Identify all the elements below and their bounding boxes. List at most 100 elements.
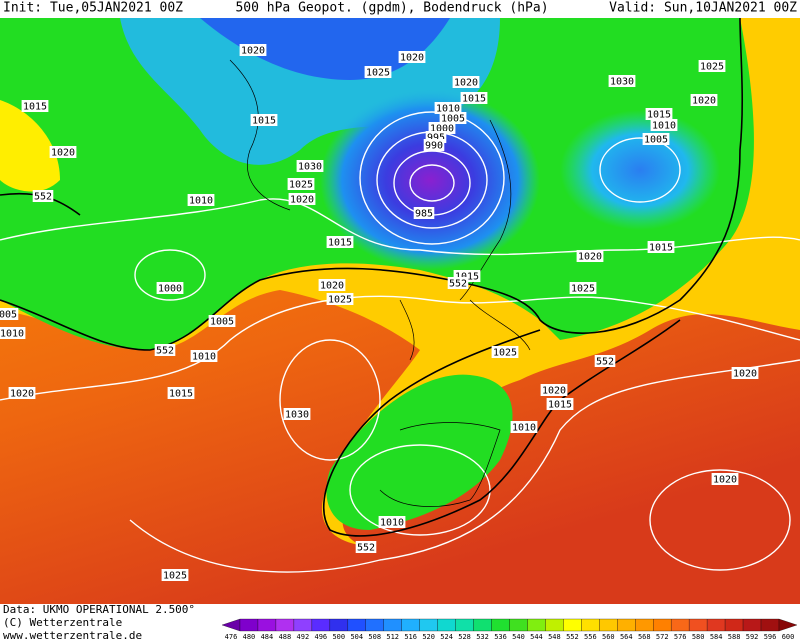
colorbar-swatch — [419, 618, 438, 632]
label-box — [452, 76, 480, 88]
label-box — [283, 408, 311, 420]
isobar-label: 1005 — [210, 317, 234, 328]
colorbar-label: 508 — [368, 633, 381, 641]
colorbar-label: 592 — [746, 633, 759, 641]
colorbar-swatch — [707, 618, 726, 632]
isobar-label: 1020 — [10, 389, 34, 400]
isobar-label: 1015 — [649, 243, 673, 254]
colorbar-swatch — [437, 618, 456, 632]
label-box — [731, 367, 759, 379]
label-box — [296, 160, 324, 172]
label-box — [447, 277, 469, 289]
colorbar-swatch — [724, 618, 744, 632]
copyright: (C) Wetterzentrale — [3, 616, 122, 629]
isobar-label: 552 — [357, 543, 375, 554]
isobars — [0, 111, 800, 573]
colorbar: 476 480 484 488 492 496 500 504 508 512 516 520 524 5… — [221, 618, 798, 641]
label-box — [167, 387, 195, 399]
isobar-label: 1010 — [652, 121, 676, 132]
colorbar-label: 492 — [297, 633, 310, 641]
colorbar-swatch — [257, 618, 277, 632]
label-box — [460, 92, 488, 104]
label-box — [439, 112, 467, 124]
isobar-label: 1025 — [493, 348, 517, 359]
label-box — [398, 51, 426, 63]
colorbar-label: 476 — [225, 633, 238, 641]
isobar-label: 1020 — [733, 369, 757, 380]
isobar-labels: 1020102510201020101510101005100099599010… — [0, 44, 759, 582]
isobar-label: 1025 — [289, 180, 313, 191]
label-box — [642, 133, 670, 145]
isobar-label: 1020 — [51, 148, 75, 159]
isobar-label: 1010 — [0, 329, 24, 340]
isobar-label: 1020 — [542, 386, 566, 397]
label-box — [187, 194, 215, 206]
label-box — [161, 569, 189, 581]
colorbar-swatch — [509, 618, 528, 632]
colorbar-swatch — [617, 618, 636, 632]
label-box — [594, 355, 616, 367]
label-box — [364, 66, 392, 78]
colorbar-swatch — [293, 618, 312, 632]
isobar-label: 1020 — [713, 475, 737, 486]
colorbar-label: 600 — [782, 633, 795, 641]
valid-time: Valid: Sun,10JAN2021 00Z — [609, 1, 797, 16]
label-box — [576, 250, 604, 262]
isobar-label: 005 — [0, 310, 17, 321]
isobar-label: 552 — [34, 192, 52, 203]
colorbar-label: 488 — [279, 633, 292, 641]
label-box — [326, 293, 354, 305]
isobar-label: 1030 — [610, 77, 634, 88]
label-box — [190, 350, 218, 362]
label-box — [8, 387, 36, 399]
label-box — [546, 398, 574, 410]
label-box — [287, 178, 315, 190]
isobar-label: 1020 — [400, 53, 424, 64]
label-box — [423, 139, 445, 151]
label-box — [0, 327, 26, 339]
colorbar-label: 512 — [386, 633, 399, 641]
label-box — [0, 308, 19, 320]
isobar-label: 1020 — [454, 78, 478, 89]
colorbar-swatch — [545, 618, 564, 632]
colorbar-swatch — [329, 618, 348, 632]
isobar-label: 1015 — [328, 238, 352, 249]
website: www.wetterzentrale.de — [3, 629, 142, 642]
colorbar-label: 596 — [764, 633, 777, 641]
colorbar-swatch — [635, 618, 654, 632]
map-title: 500 hPa Geopot. (gpdm), Bodendruck (hPa) — [235, 1, 548, 16]
colorbar-swatch — [473, 618, 492, 632]
label-box — [49, 146, 77, 158]
isobar-label: 1015 — [23, 102, 47, 113]
isobar-label: 1025 — [571, 284, 595, 295]
isobar-label: 1010 — [436, 104, 460, 115]
isobar-label: 990 — [425, 141, 443, 152]
colorbar-swatch — [347, 618, 366, 632]
isobar-label: 1010 — [189, 196, 213, 207]
colorbar-swatch — [455, 618, 474, 632]
colorbar-label: 540 — [512, 633, 525, 641]
colorbar-label: 584 — [710, 633, 723, 641]
colorbar-swatch — [671, 618, 690, 632]
isobar-label: 1020 — [241, 46, 265, 57]
label-box — [288, 193, 316, 205]
data-source: Data: UKMO OPERATIONAL 2.500° — [3, 603, 195, 616]
init-time: Init: Tue,05JAN2021 00Z — [3, 1, 183, 16]
isobar-label: 1015 — [647, 110, 671, 121]
label-box — [413, 207, 435, 219]
isobar-label: 1015 — [169, 389, 193, 400]
colorbar-label: 564 — [620, 633, 633, 641]
colorbar-swatch — [239, 618, 259, 632]
label-box — [239, 44, 267, 56]
isobar-label: 552 — [596, 357, 614, 368]
isobar-label: 1025 — [700, 62, 724, 73]
isobar-label: 1015 — [548, 400, 572, 411]
colorbar-swatch — [760, 618, 780, 632]
isobar-label: 985 — [415, 209, 433, 220]
colorbar-label: 496 — [315, 633, 328, 641]
label-box — [32, 190, 54, 202]
label-box — [355, 541, 377, 553]
isobar-label: 1025 — [163, 571, 187, 582]
yellow-west — [0, 100, 60, 192]
colorbar-swatch — [599, 618, 618, 632]
